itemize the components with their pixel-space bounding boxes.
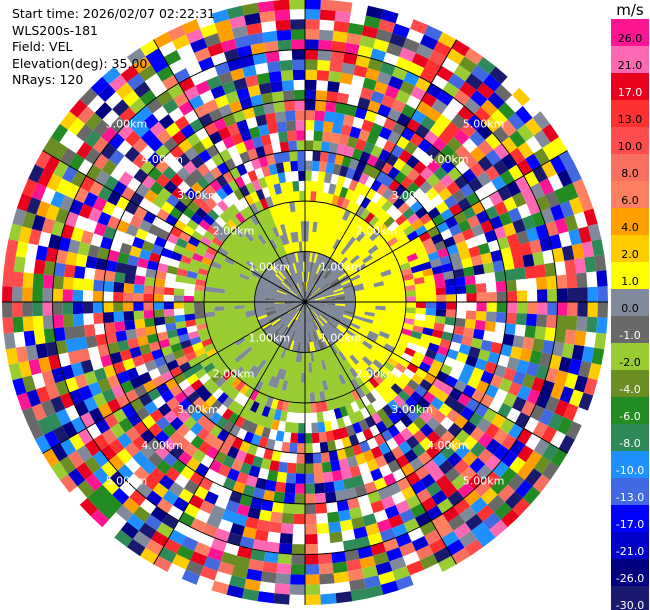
range-rings-and-spokes [2, 0, 608, 605]
azimuth-spoke [153, 39, 306, 303]
colorbar-tick-label: -1.0 [619, 329, 640, 342]
scan-info-panel: Start time: 2026/02/07 02:22:31 WLS200s-… [12, 6, 215, 89]
colorbar-swatch [611, 262, 649, 290]
colorbar-tick-label: 1.0 [621, 275, 639, 288]
colorbar-swatch [611, 478, 649, 506]
range-label: 1.00km [320, 332, 362, 345]
colorbar-tick-label: 17.0 [618, 86, 643, 99]
elevation-text: Elevation(deg): 35.00 [12, 55, 148, 71]
gate-layer-0.0 [3, 25, 602, 595]
colorbar-swatch [611, 19, 649, 47]
colorbar-swatch [611, 46, 649, 74]
azimuth-spoke [304, 150, 568, 303]
range-label: 2.00km [356, 225, 398, 238]
range-label: 5.00km [463, 475, 505, 488]
colorbar-swatch [611, 397, 649, 425]
start-time-text: Start time: 2026/02/07 02:22:31 [12, 6, 216, 21]
colorbar-tick-label: -8.0 [619, 437, 640, 450]
colorbar-tick-label: -30.0 [616, 599, 644, 610]
range-label: 3.00km [391, 189, 433, 202]
range-label: 5.00km [106, 117, 148, 130]
colorbar-tick-label: 6.0 [621, 194, 639, 207]
colorbar-swatch [611, 586, 649, 610]
instrument-name: WLS200s-181 [12, 22, 98, 38]
range-label: 1.00km [249, 332, 291, 345]
gate-layer--26.0 [31, 5, 588, 545]
colorbar-tick-label: 4.0 [621, 221, 639, 234]
colorbar-swatch [611, 343, 649, 371]
range-label: 2.00km [213, 367, 255, 380]
range-label: 4.00km [427, 153, 469, 166]
field-text: Field: VEL [12, 39, 73, 54]
colorbar-tick-label: -17.0 [616, 518, 644, 531]
azimuth-spoke [42, 150, 306, 303]
colorbar-swatch [611, 316, 649, 344]
range-label: 2.00km [356, 367, 398, 380]
colorbar-swatch [611, 289, 649, 317]
colorbar-swatch [611, 73, 649, 101]
colorbar-tick-label: 2.0 [621, 248, 639, 261]
azimuth-spoke [304, 301, 457, 565]
colorbar-swatch [611, 559, 649, 587]
range-label: 2.00km [213, 225, 255, 238]
colorbar-tick-label: -10.0 [616, 464, 644, 477]
azimuth-spoke [153, 301, 306, 565]
gate-layer-2.0 [5, 30, 602, 606]
colorbar-swatch [611, 370, 649, 398]
colorbar-swatch [611, 100, 649, 128]
azimuth-spoke [304, 301, 568, 454]
range-label: 3.00km [391, 403, 433, 416]
azimuth-spoke [42, 301, 306, 454]
colorbar-tick-label: 21.0 [618, 59, 643, 72]
gate-layer--17.0 [12, 0, 582, 604]
colorbar-swatch [611, 235, 649, 263]
colorbar-tick-label: -6.0 [619, 410, 640, 423]
colorbar-swatch [611, 181, 649, 209]
range-label: 4.00km [141, 153, 183, 166]
colorbar-tick-labels: 26.0 21.0 17.0 13.0 10.0 8.0 6.0 4.0 2.0 1.0 0.0 -1… [616, 32, 644, 610]
colorbar-tick-label: -21.0 [616, 545, 644, 558]
colorbar-swatch [611, 208, 649, 236]
colorbar-tick-label: 13.0 [618, 113, 643, 126]
range-label: 5.00km [463, 117, 505, 130]
colorbar-swatch [611, 451, 649, 479]
colorbar-tick-label: 10.0 [618, 140, 643, 153]
colorbar-tick-label: -4.0 [619, 383, 640, 396]
range-label: 1.00km [320, 260, 362, 273]
colorbar-tick-label: -13.0 [616, 491, 644, 504]
colorbar-swatch [611, 532, 649, 560]
range-label: 3.00km [177, 403, 219, 416]
range-label: 5.00km [106, 475, 148, 488]
colorbar-swatches [611, 19, 649, 610]
gate-layer--10.0 [35, 9, 608, 605]
colorbar-tick-label: 0.0 [621, 302, 639, 315]
colorbar-swatch [611, 154, 649, 182]
range-label: 4.00km [141, 439, 183, 452]
range-labels: 1.00km 1.00km 1.00km 1.00km 2.00km 2.00km 2.00… [106, 117, 505, 487]
range-label: 4.00km [427, 439, 469, 452]
colorbar-tick-label: -26.0 [616, 572, 644, 585]
range-label: 1.00km [249, 260, 291, 273]
nrays-text: NRays: 120 [12, 72, 84, 87]
range-label: 3.00km [177, 189, 219, 202]
colorbar-swatch [611, 505, 649, 533]
colorbar-tick-label: 26.0 [618, 32, 643, 45]
colorbar-tick-label: 8.0 [621, 167, 639, 180]
colorbar-unit: m/s [616, 1, 644, 19]
azimuth-spoke [304, 39, 457, 303]
colorbar-swatch [611, 424, 649, 452]
colorbar-tick-label: -2.0 [619, 356, 640, 369]
colorbar-swatch [611, 127, 649, 155]
